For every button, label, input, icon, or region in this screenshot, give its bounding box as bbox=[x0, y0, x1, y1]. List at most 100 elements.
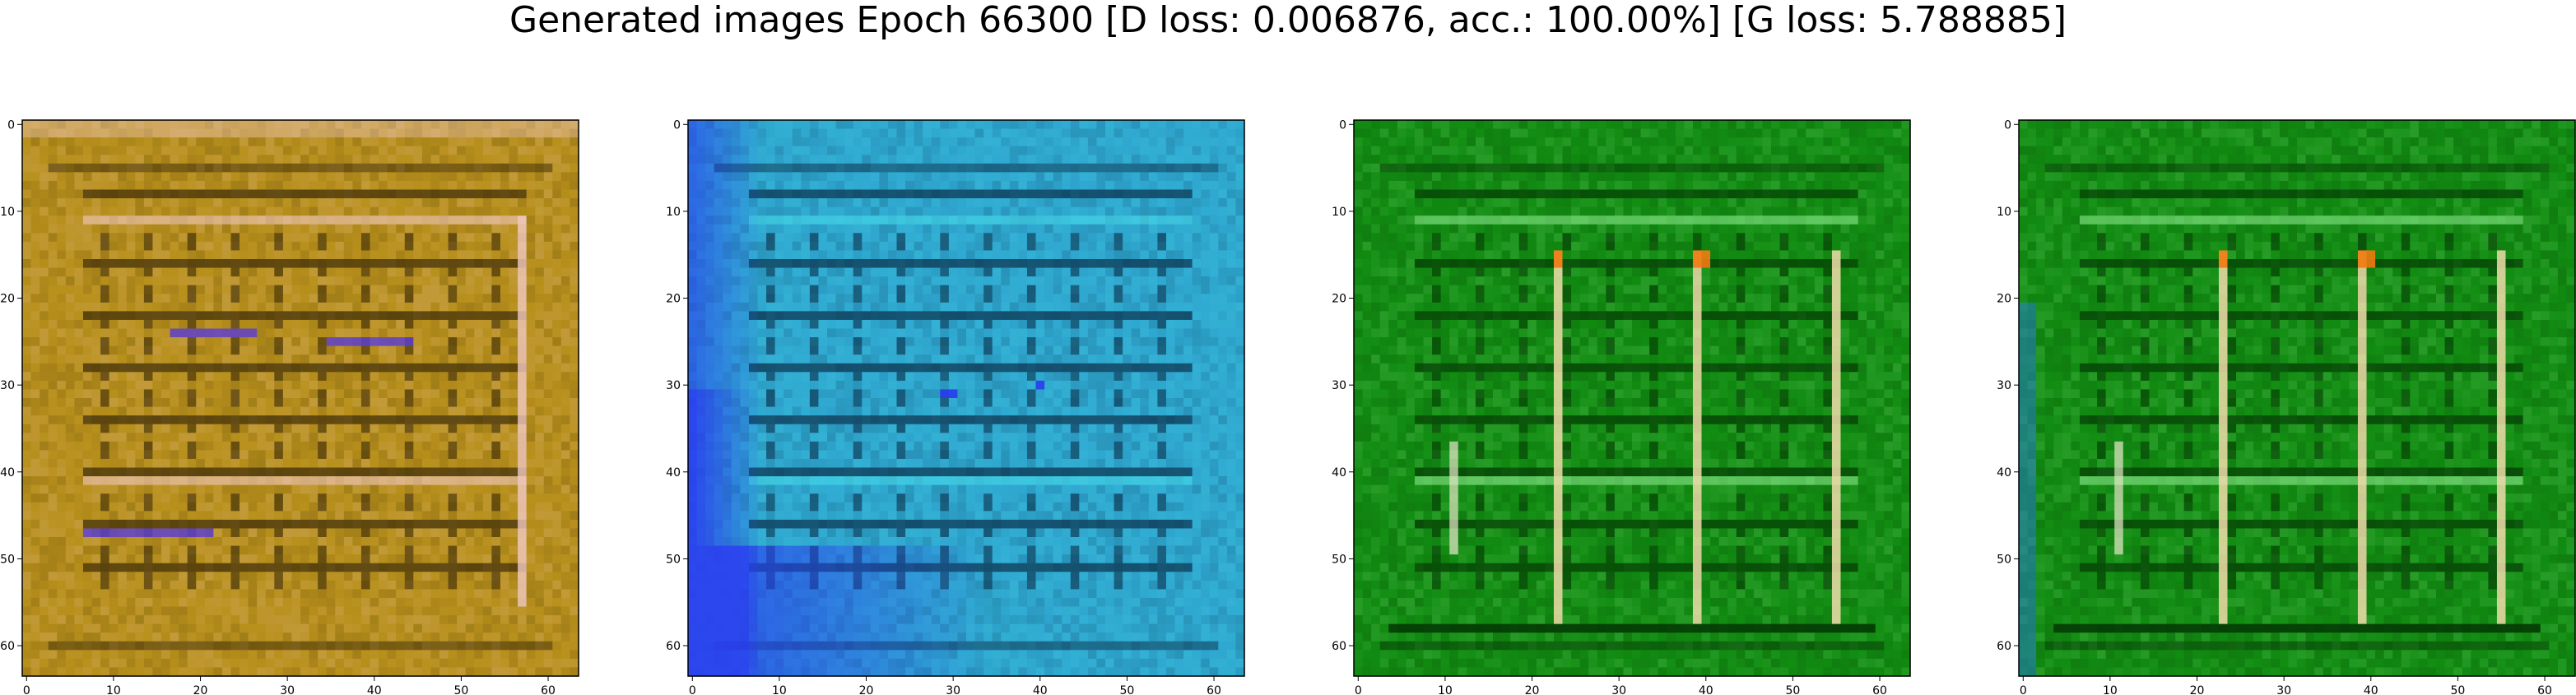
heatmap-cell bbox=[430, 511, 440, 521]
heatmap-cell bbox=[430, 241, 440, 252]
heatmap-cell bbox=[82, 615, 93, 625]
heatmap-cell bbox=[404, 511, 414, 521]
heatmap-cell bbox=[465, 406, 475, 416]
heatmap-cell bbox=[170, 467, 179, 477]
heatmap-cell bbox=[91, 632, 101, 642]
heatmap-cell bbox=[448, 128, 458, 138]
heatmap-cell bbox=[518, 345, 528, 355]
heatmap-cell bbox=[257, 146, 267, 155]
heatmap-cell bbox=[923, 180, 932, 191]
heatmap-cell bbox=[91, 415, 101, 425]
heatmap-cell bbox=[100, 328, 110, 338]
heatmap-cell bbox=[491, 224, 501, 234]
heatmap-cell bbox=[731, 155, 741, 164]
heatmap-cell bbox=[239, 285, 249, 294]
heatmap-cell bbox=[100, 424, 110, 433]
heatmap-cell bbox=[404, 450, 414, 460]
heatmap-cell bbox=[135, 476, 145, 486]
heatmap-cell bbox=[100, 163, 110, 173]
heatmap-cell bbox=[396, 493, 406, 503]
heatmap-cell bbox=[152, 545, 162, 555]
heatmap-cell bbox=[326, 319, 336, 330]
heatmap-cell bbox=[135, 180, 145, 191]
heatmap-cell bbox=[1105, 120, 1115, 130]
heatmap-cell bbox=[91, 189, 101, 199]
heatmap-cell bbox=[40, 476, 49, 486]
heatmap-cell bbox=[170, 128, 179, 138]
heatmap-cell bbox=[318, 345, 328, 355]
heatmap-cell bbox=[179, 580, 188, 590]
heatmap-cell bbox=[896, 137, 906, 147]
heatmap-cell bbox=[152, 198, 162, 208]
heatmap-cell bbox=[179, 415, 188, 425]
heatmap-cell bbox=[474, 389, 484, 399]
heatmap-cell bbox=[723, 155, 732, 164]
heatmap-cell bbox=[1001, 180, 1011, 191]
heatmap-cell bbox=[500, 206, 510, 216]
heatmap-cell bbox=[570, 398, 579, 408]
heatmap-cell bbox=[748, 233, 759, 243]
heatmap-cell bbox=[509, 519, 518, 530]
heatmap-cell bbox=[731, 189, 741, 199]
heatmap-cell bbox=[774, 155, 784, 164]
heatmap-cell bbox=[396, 597, 406, 608]
heatmap-cell bbox=[196, 285, 206, 294]
heatmap-cell bbox=[48, 519, 58, 530]
heatmap-cell bbox=[535, 650, 545, 660]
heatmap-cell bbox=[196, 206, 206, 216]
heatmap-cell bbox=[491, 146, 501, 155]
heatmap-cell bbox=[465, 146, 475, 155]
heatmap-cell bbox=[396, 623, 406, 633]
heatmap-cell bbox=[335, 398, 345, 408]
heatmap-cell bbox=[230, 276, 240, 286]
heatmap-cell bbox=[326, 511, 336, 521]
heatmap-cell bbox=[421, 433, 432, 442]
heatmap-cell bbox=[161, 650, 171, 660]
heatmap-cell bbox=[526, 415, 536, 425]
heatmap-cell bbox=[740, 198, 750, 208]
heatmap-cell bbox=[518, 623, 528, 633]
heatmap-cell bbox=[221, 641, 232, 651]
heatmap-cell bbox=[239, 554, 249, 564]
heatmap-cell bbox=[152, 163, 162, 173]
heatmap-cell bbox=[179, 650, 188, 660]
heatmap-cell bbox=[300, 458, 310, 469]
heatmap-cell bbox=[379, 424, 388, 433]
heatmap-cell bbox=[196, 120, 206, 130]
heatmap-cell bbox=[291, 337, 301, 347]
heatmap-cell bbox=[535, 597, 545, 608]
heatmap-cell bbox=[1157, 224, 1167, 234]
heatmap-cell bbox=[879, 163, 889, 173]
heatmap-cell bbox=[291, 589, 301, 599]
heatmap-cell bbox=[518, 563, 528, 572]
heatmap-cell bbox=[170, 476, 179, 486]
heatmap-cell bbox=[360, 667, 371, 677]
heatmap-cell bbox=[413, 259, 423, 269]
heatmap-cell bbox=[291, 641, 301, 651]
heatmap-cell bbox=[74, 450, 84, 460]
heatmap-cell bbox=[204, 554, 214, 564]
heatmap-cell bbox=[500, 467, 510, 477]
heatmap-cell bbox=[282, 433, 293, 442]
heatmap-cell bbox=[518, 224, 528, 234]
heatmap-cell bbox=[300, 632, 310, 642]
heatmap-cell bbox=[22, 484, 32, 494]
heatmap-cell bbox=[109, 328, 119, 338]
heatmap-cell bbox=[731, 224, 741, 234]
heatmap-cell bbox=[352, 337, 362, 347]
heatmap-cell bbox=[230, 345, 240, 355]
heatmap-cell bbox=[465, 450, 475, 460]
heatmap-cell bbox=[257, 406, 267, 416]
heatmap-cell bbox=[457, 233, 467, 243]
heatmap-cell bbox=[318, 137, 328, 147]
heatmap-cell bbox=[360, 415, 371, 425]
heatmap-cell bbox=[500, 233, 510, 243]
heatmap-cell bbox=[448, 380, 458, 391]
heatmap-cell bbox=[48, 276, 58, 286]
heatmap-cell bbox=[291, 285, 301, 294]
heatmap-cell bbox=[91, 163, 101, 173]
heatmap-cell bbox=[100, 623, 110, 633]
heatmap-cell bbox=[100, 337, 110, 347]
heatmap-cell bbox=[439, 294, 449, 303]
heatmap-cell bbox=[439, 354, 449, 364]
